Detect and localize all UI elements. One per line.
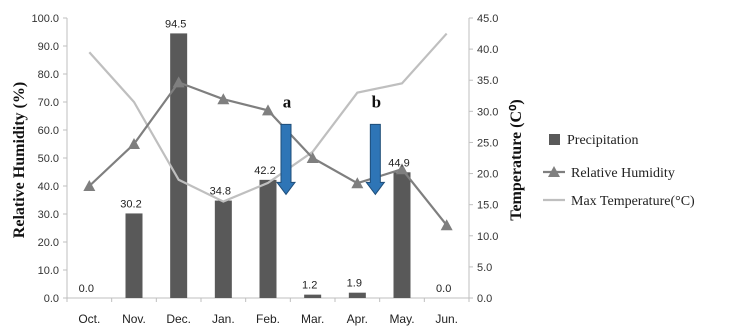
x-tick-label: Jun. [435,312,458,326]
annotation-label-b: b [372,92,381,111]
y-tick-label-left: 70.0 [38,97,59,109]
data-labels: 0.0 30.2 94.5 34.8 42.2 1.2 1.9 44.9 0.0 [79,18,452,295]
y-axis-title-right: Temperature (C⁰) [508,99,525,221]
y-tick-label-right: 5.0 [477,262,492,274]
x-tick-label: Mar. [301,312,324,326]
relative-humidity-marker [351,177,364,189]
x-tick-label: Jan. [212,312,235,326]
relative-humidity-marker [128,138,140,149]
y-tick-label-right: 20.0 [477,169,498,181]
annotation-label-a: a [283,92,292,111]
x-tick-label: Feb. [256,312,280,326]
x-tick-label: Oct. [78,312,100,326]
legend-label-precipitation: Precipitation [567,133,639,148]
precipitation-bar [348,292,366,298]
precipitation-bar [393,172,411,298]
relative-humidity-marker [306,152,319,163]
relative-humidity-marker [172,76,185,88]
relative-humidity-marker [217,93,230,105]
y-tick-label-right: 25.0 [477,137,498,149]
y-tick-label-left: 20.0 [38,237,59,249]
down-arrow-icon [276,123,296,196]
down-arrow-icon [365,123,386,196]
relative-humidity-marker [83,180,96,191]
y-tick-label-right: 10.0 [477,231,498,243]
y-tick-label-left: 60.0 [38,125,59,137]
relative-humidity-marker [440,219,453,231]
y-tick-label-left: 40.0 [38,181,59,193]
series-lines [83,32,453,231]
precipitation-data-label: 30.2 [120,198,141,210]
precipitation-bar [304,294,322,298]
precipitation-data-label: 0.0 [79,283,94,295]
precipitation-data-label: 1.9 [347,278,362,290]
y-tick-label-left: 90.0 [38,41,59,53]
relative-humidity-marker [262,104,274,116]
precipitation-data-label: 0.0 [436,283,451,295]
y-tick-label-left: 0.0 [44,293,59,305]
precipitation-data-label: 94.5 [165,18,186,30]
precipitation-bar [125,213,143,298]
y-tick-label-left: 80.0 [38,69,59,81]
legend-label-humidity: Relative Humidity [571,166,675,181]
y-tick-label-left: 100.0 [31,13,59,25]
precipitation-bar [259,179,277,298]
y-tick-label-right: 40.0 [477,44,498,56]
precipitation-data-label: 1.2 [302,280,317,292]
y-axis-title-left: Relative Humidity (%) [11,82,28,238]
legend: Precipitation Relative Humidity Max Temper… [543,133,695,209]
y-tick-label-right: 45.0 [477,13,498,25]
x-tick-label: Apr. [347,312,368,326]
y-tick-label-right: 0.0 [477,293,492,305]
axes: 0.0 10.0 20.0 30.0 40.0 50.0 60.0 70.0 80.0 90.0 1… [31,13,498,326]
legend-swatch-precipitation [549,134,560,145]
y-tick-label-right: 30.0 [477,106,498,118]
precipitation-bars [125,33,411,299]
max-temperature-line [88,32,448,203]
legend-swatch-marker-humidity [548,166,560,177]
y-tick-label-left: 50.0 [38,153,59,165]
x-tick-label: Dec. [166,312,191,326]
relative-humidity-marker [396,163,408,175]
precipitation-data-label: 44.9 [388,157,409,169]
y-tick-label-right: 35.0 [477,75,498,87]
precipitation-data-label: 42.2 [254,165,275,177]
precipitation-bar [170,33,188,299]
x-tick-label: Nov. [122,312,146,326]
legend-label-temperature: Max Temperature(°C) [571,194,695,209]
precipitation-bar [214,200,232,298]
y-tick-label-right: 15.0 [477,200,498,212]
y-tick-label-left: 10.0 [38,265,59,277]
y-tick-label-left: 30.0 [38,209,59,221]
x-tick-label: May. [389,312,414,326]
precipitation-data-label: 34.8 [210,186,231,198]
